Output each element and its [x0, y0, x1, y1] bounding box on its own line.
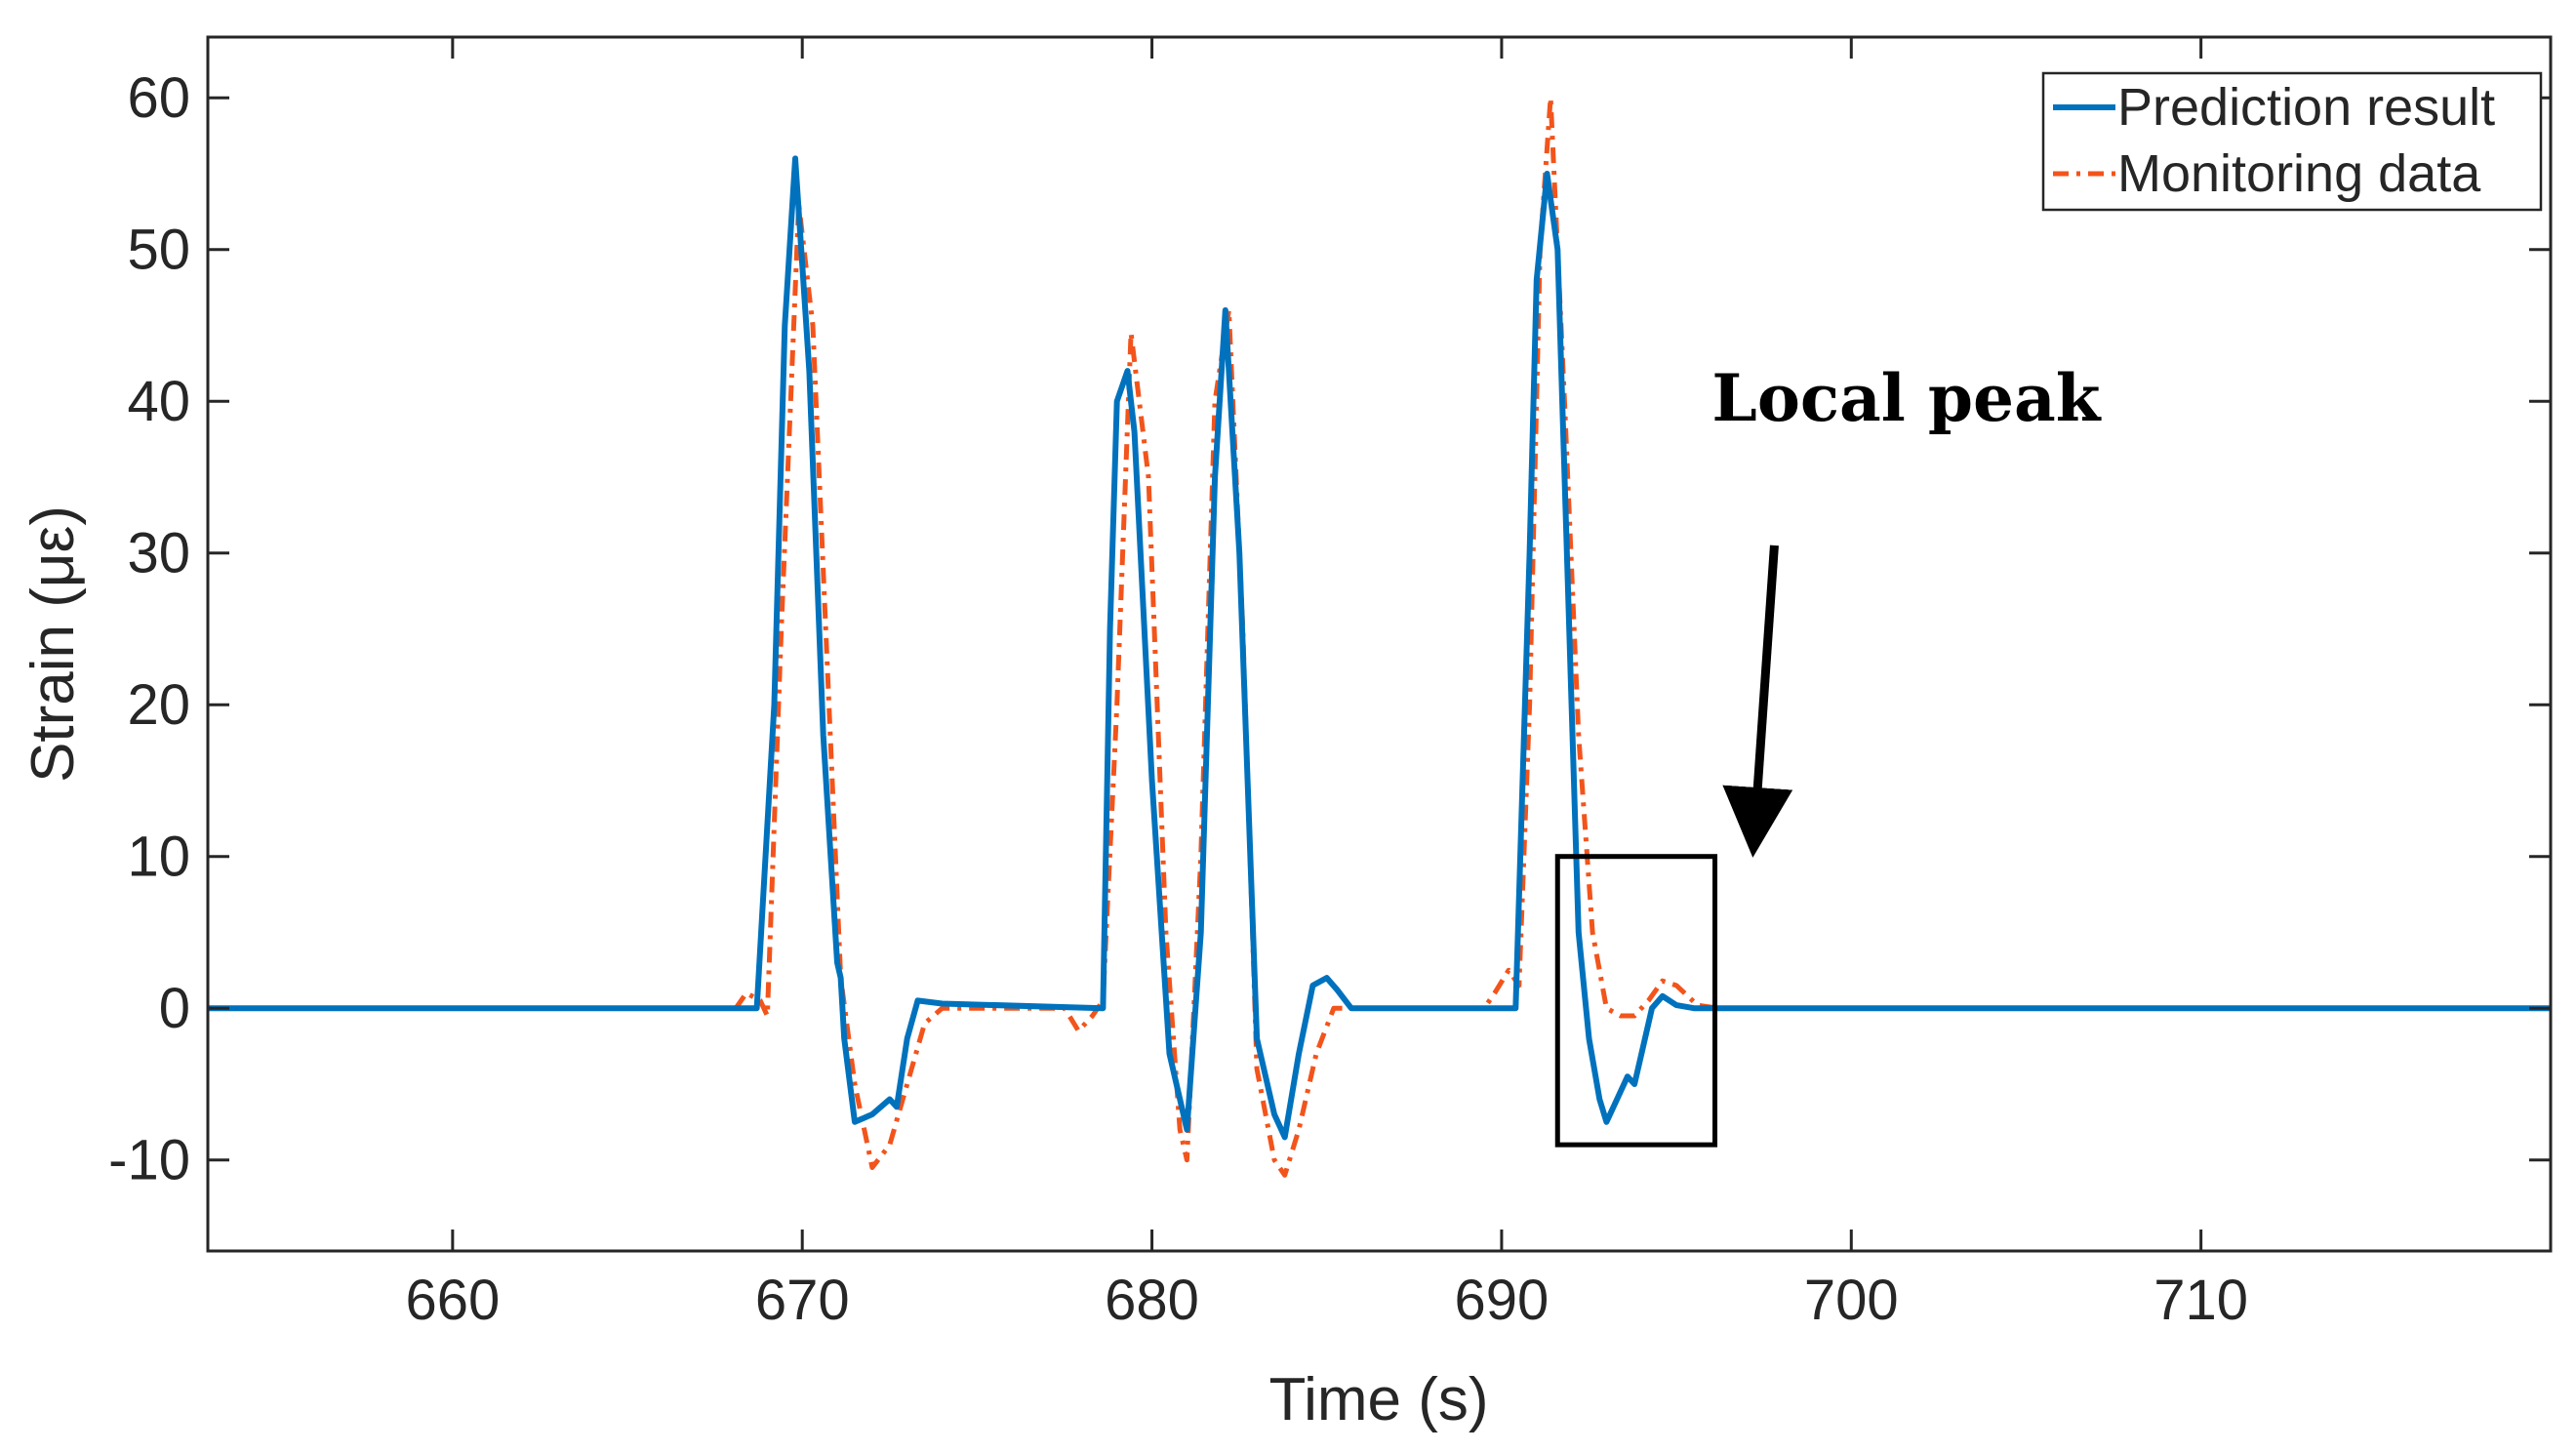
y-tick-label: 0 [159, 977, 190, 1040]
x-tick-label: 660 [405, 1269, 500, 1332]
x-axis-label: Time (s) [1269, 1366, 1489, 1433]
local-peak-arrow [1722, 544, 1793, 858]
y-axis-ticks: -10 0 10 20 30 40 50 60 [108, 66, 2551, 1192]
legend-box [2041, 71, 2543, 212]
y-tick-label: -10 [108, 1129, 190, 1192]
x-tick-label: 670 [755, 1269, 850, 1332]
local-peak-box [1554, 854, 1718, 1148]
y-tick-label: 40 [127, 370, 190, 433]
x-tick-label: 710 [2153, 1269, 2248, 1332]
series-line-prediction [208, 155, 2551, 1141]
x-tick-label: 690 [1455, 1269, 1550, 1332]
series-layer [208, 95, 2551, 1178]
x-axis-ticks: 660 670 680 690 700 710 [405, 37, 2248, 1332]
y-tick-label: 20 [127, 673, 190, 737]
legend: Prediction result Monitoring data [2041, 71, 2543, 212]
y-tick-label: 10 [127, 826, 190, 889]
plot-frame [206, 35, 2553, 1253]
y-tick-label: 30 [127, 522, 190, 585]
annotation-layer: Local peak [1554, 360, 2102, 1148]
x-tick-label: 680 [1105, 1269, 1199, 1332]
legend-label-monitoring: Monitoring data [2117, 144, 2481, 203]
y-tick-label: 60 [127, 66, 190, 130]
plot-area [208, 37, 2551, 1251]
x-tick-label: 700 [1804, 1269, 1899, 1332]
legend-label-prediction: Prediction result [2117, 78, 2495, 137]
y-axis-label: Strain (με) [20, 505, 87, 783]
local-peak-label: Local peak [1711, 360, 2101, 436]
y-tick-label: 50 [127, 219, 190, 282]
